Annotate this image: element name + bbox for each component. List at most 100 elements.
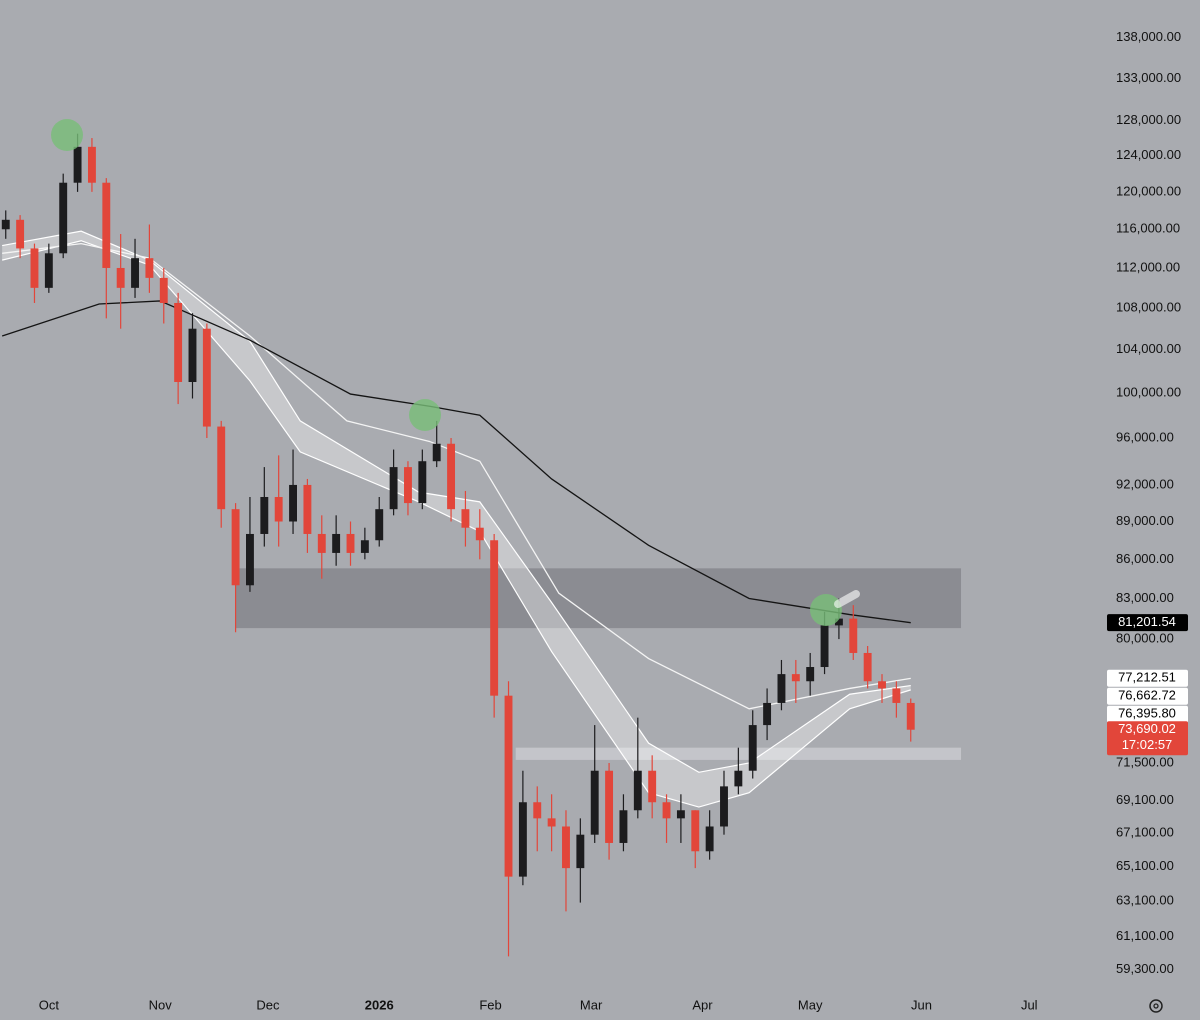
annotations [51,119,860,626]
candle-body [332,533,341,553]
candle-body [202,328,211,427]
highlight-circle [409,399,441,431]
candle-body [475,527,484,541]
candle-body [418,461,427,504]
price-label-box [1107,669,1188,687]
candle-body [461,509,470,528]
y-tick-label: 80,000.00 [1116,631,1174,646]
y-tick-label: 96,000.00 [1116,429,1174,444]
x-tick-label: Nov [149,997,173,1012]
settings-icon[interactable] [1149,999,1163,1013]
candle-body [447,443,456,510]
price-label: 77,212.51 [1118,670,1176,685]
y-tick-label: 108,000.00 [1116,300,1181,315]
candle-body [849,618,858,653]
candle-body [518,802,527,877]
candle-body [820,625,829,668]
y-tick-label: 112,000.00 [1116,259,1180,274]
countdown: 17:02:57 [1122,737,1173,752]
x-tick-label: Dec [256,997,280,1012]
x-tick-label: Mar [580,997,603,1012]
candle-body [791,674,800,682]
price-label: 76,662.72 [1118,688,1176,703]
x-tick-label: Jun [911,997,932,1012]
candle-body [246,533,254,586]
settings-icon-ring[interactable] [1149,999,1163,1013]
candle-body [1,219,10,230]
y-tick-label: 138,000.00 [1116,29,1181,44]
plot-area [1,133,962,957]
y-tick-label: 120,000.00 [1116,183,1181,198]
candle-body [116,267,125,288]
candle-body [720,786,728,827]
y-tick-label: 61,100.00 [1116,928,1174,943]
candle-body [748,725,757,771]
y-tick-label: 67,100.00 [1116,824,1174,839]
candle-body [73,146,82,183]
x-tick-label: Apr [692,997,713,1012]
x-tick-label: Oct [39,997,60,1012]
candle-body [547,818,556,827]
candle-body [346,533,355,553]
candle-body [432,443,441,462]
candle-body [102,182,111,268]
y-tick-label: 63,100.00 [1116,892,1174,907]
candle-body [174,302,183,382]
y-tick-label: 124,000.00 [1116,147,1181,162]
candle-body [619,810,628,843]
x-tick-label: 2026 [365,997,394,1012]
candle-body [648,770,657,803]
candle-body [159,277,168,303]
candle-body [878,681,886,689]
candle-body [87,146,96,183]
zone [235,568,962,629]
candle-body [360,540,369,553]
candle-body [303,484,312,534]
moving-average [1,300,911,624]
x-tick-label: May [798,997,823,1012]
price-label: 73,690.02 [1118,721,1176,736]
y-tick-label: 65,100.00 [1116,858,1174,873]
candle-body [834,618,843,626]
candle-body [691,810,700,852]
price-label: 76,395.80 [1118,706,1176,721]
x-tick-label: Feb [479,997,501,1012]
price-label-box [1107,721,1188,756]
candle-body [317,533,326,553]
candle-body [676,810,685,819]
candle-body [763,702,772,726]
candle-body [59,182,68,254]
candle-body [289,484,297,522]
x-tick-label: Jul [1021,997,1038,1012]
price-label-box [1107,687,1188,705]
candle-body [404,467,412,504]
band-fill [2,231,911,808]
candle-body [260,496,269,534]
price-label-box [1107,705,1188,723]
y-tick-label: 104,000.00 [1116,341,1181,356]
y-tick-label: 116,000.00 [1116,221,1180,236]
candle-body [590,770,599,835]
y-tick-label: 86,000.00 [1116,551,1174,566]
candle-body [504,695,513,877]
candle-body [533,802,542,819]
highlight-circle [810,594,842,626]
price-axis: 138,000.00 133,000.00 128,000.00 124,000.00… [39,29,1188,1012]
candle-body [16,219,25,249]
candle-body [734,770,743,787]
y-tick-label: 59,300.00 [1116,961,1174,976]
candle-body [906,702,915,730]
settings-icon-core[interactable] [1153,1003,1159,1009]
candle-body [217,426,226,510]
candle-body [806,667,815,682]
candle-body [633,770,642,811]
candle-body [605,770,614,843]
candle-body [274,496,283,522]
candle-body [44,253,53,288]
y-tick-label: 89,000.00 [1116,513,1174,528]
candle-body [777,674,786,703]
candle-body [375,509,384,541]
candle-body [131,258,139,288]
